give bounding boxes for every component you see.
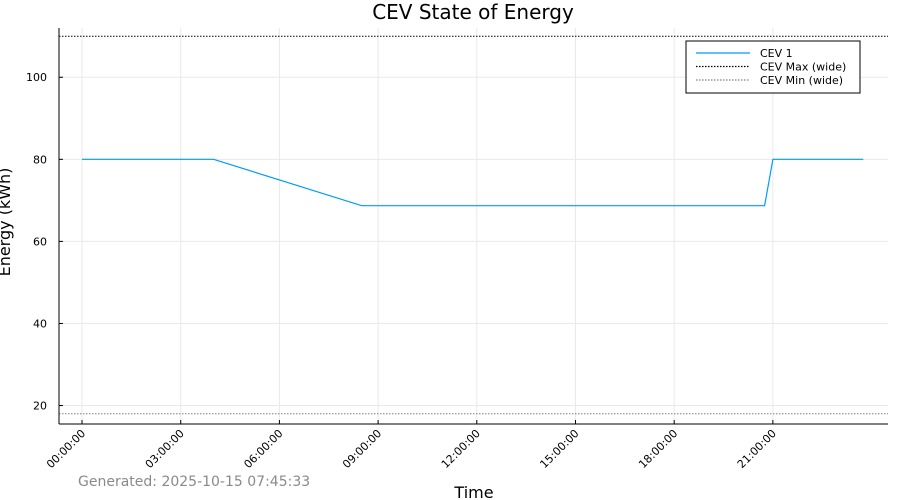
x-tick-label: 06:00:00 [241,427,285,471]
x-tick-label: 03:00:00 [143,427,187,471]
legend-label: CEV Max (wide) [760,61,846,74]
x-tick-label: 12:00:00 [439,427,483,471]
y-tick-label: 80 [33,153,47,166]
y-axis-label: Energy (kWh) [0,168,14,277]
x-tick-label: 21:00:00 [735,427,779,471]
x-tick-label: 00:00:00 [44,427,88,471]
legend-label: CEV Min (wide) [760,74,843,87]
series-lines [82,158,864,207]
x-axis-label: Time [453,483,493,500]
axes [58,28,888,425]
generated-timestamp: Generated: 2025-10-15 07:45:33 [78,474,311,490]
x-tick-labels: 00:00:00 03:00:00 06:00:00 09:00:00 12:00:00… [44,427,779,471]
legend-label: CEV 1 [760,47,793,60]
reference-lines [59,35,888,415]
y-tick-label: 40 [33,317,47,330]
y-tick-label: 100 [26,71,47,84]
series-line-cev-1 [82,158,864,207]
chart-title: CEV State of Energy [372,0,574,24]
y-tick-label: 60 [33,235,47,248]
x-tick-label: 09:00:00 [340,427,384,471]
y-tick-label: 20 [33,400,47,413]
x-tick-label: 18:00:00 [636,427,680,471]
y-tick-labels: 20 40 60 80 100 [26,71,47,412]
x-tick-label: 15:00:00 [537,427,581,471]
